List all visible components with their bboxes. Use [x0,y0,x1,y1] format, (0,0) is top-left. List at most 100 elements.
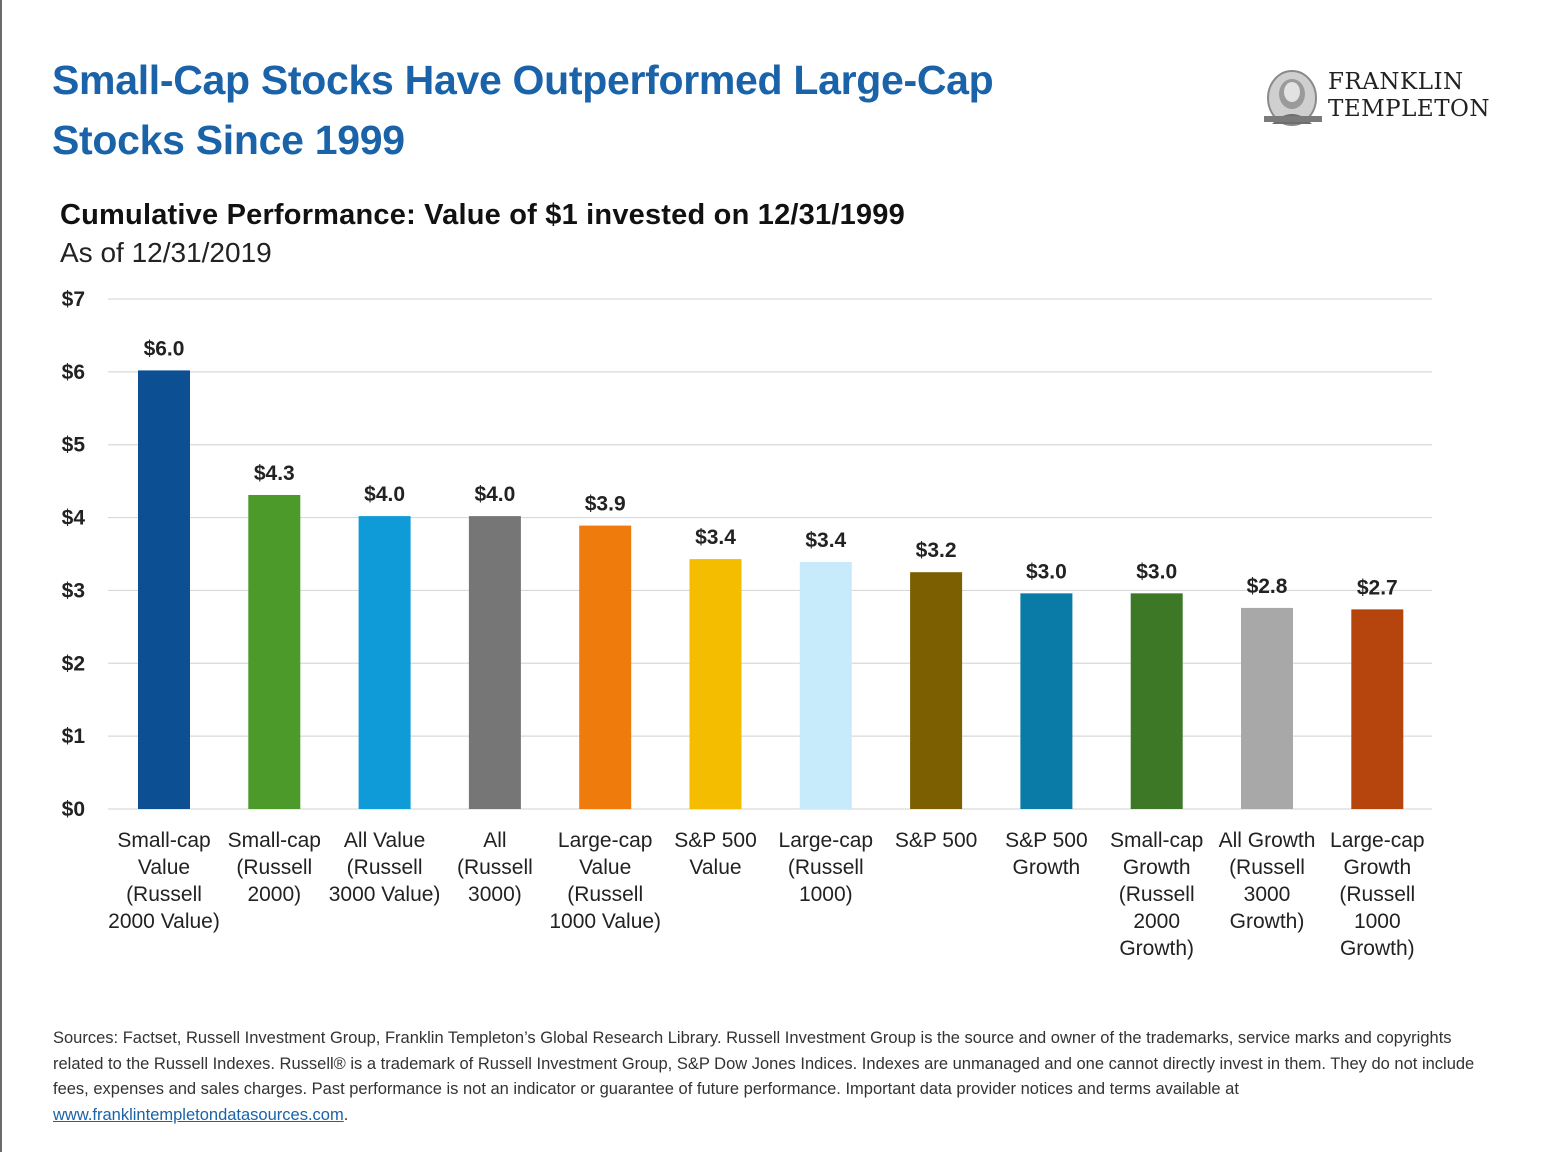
data-label: $3.4 [695,526,736,549]
data-label: $3.0 [1026,560,1067,583]
franklin-templeton-logo: FRANKLIN TEMPLETON [1262,66,1512,130]
category-label-line: (Russell [1229,856,1305,879]
category-label: Small-cap Value (Russell 2000 Value) [108,829,220,933]
category-label-line: All Growth [1219,829,1316,852]
data-label: $3.0 [1136,560,1177,583]
bar [248,494,301,809]
data-label: $4.0 [474,483,515,506]
category-label-line: (Russell [126,883,202,906]
bar [689,559,742,809]
category-label-line: (Russell [347,856,423,879]
category-label-line: All [483,829,506,852]
category-label-line: Growth) [1230,910,1305,933]
sources-footnote: Sources: Factset, Russell Investment Gro… [53,1026,1493,1128]
data-label: $4.0 [364,483,405,506]
frame-edge [0,0,2,1152]
category-label-line: 2000 Value) [108,910,220,933]
logo-line-1: FRANKLIN [1328,69,1464,95]
data-label: $2.8 [1247,575,1288,598]
data-label: $4.3 [254,462,295,485]
bar [910,572,963,809]
portrait-medallion-icon [1264,70,1322,126]
y-tick-label: $1 [62,725,86,748]
category-label-line: Large-cap [1330,829,1425,852]
category-label-line: 1000 [1354,910,1401,933]
category-label-line: 3000 Value) [329,883,441,906]
category-label-line: (Russell [1119,883,1195,906]
category-label-line: (Russell [788,856,864,879]
category-label-line: All Value [344,829,425,852]
y-tick-label: $2 [62,652,85,675]
bar [799,562,852,809]
y-axis-ticks: $0 $1 $2 $3 $4 $5 $6 $7 [62,288,86,821]
category-label-line: Value [138,856,190,879]
page-title: Small-Cap Stocks Have Outperformed Large… [52,50,1132,170]
category-label-line: (Russell [1339,883,1415,906]
category-label: All Growth (Russell 3000 Growth) [1219,829,1316,933]
category-label: All (Russell 3000) [457,829,533,906]
category-label-line: Value [579,856,631,879]
category-label-line: 3000) [468,883,522,906]
gridlines [108,298,1432,810]
data-label: $3.4 [805,529,846,552]
category-label-line: Growth [1343,856,1411,879]
category-label-line: Growth) [1119,937,1194,960]
data-label: $3.9 [585,493,626,516]
category-label-line: S&P 500 [1005,829,1088,852]
category-label-line: (Russell [567,883,643,906]
category-label-line: S&P 500 [895,829,978,852]
title-line-2: Stocks Since 1999 [52,117,405,163]
bar [468,516,521,809]
logo-line-2: TEMPLETON [1328,96,1491,122]
category-label-line: 3000 [1244,883,1291,906]
category-label-line: Value [689,856,741,879]
category-label: Small-cap (Russell 2000) [228,829,321,906]
category-label: Small-cap Growth (Russell 2000 Growth) [1110,829,1203,960]
data-label: $6.0 [144,337,185,360]
category-label-line: Growth) [1340,937,1415,960]
bar [1241,607,1293,809]
category-label-line: Large-cap [558,829,653,852]
category-label-line: 2000) [247,883,301,906]
data-label: $3.2 [916,539,957,562]
category-label: S&P 500 [895,829,978,852]
category-label-line: 2000 [1133,910,1180,933]
category-label-line: 1000 Value) [549,910,661,933]
as-of-date: As of 12/31/2019 [60,237,272,268]
x-axis-category-labels: Small-cap Value (Russell 2000 Value)Small-c… [108,829,1424,960]
category-label-line: (Russell [457,856,533,879]
data-sources-link[interactable]: www.franklintempletondatasources.com [53,1105,344,1124]
bar [358,516,411,809]
bars [138,370,1404,809]
bar [1020,593,1073,809]
link-suffix: . [343,1105,349,1124]
category-label-line: Growth [1013,856,1081,879]
title-line-1: Small-Cap Stocks Have Outperformed Large… [52,57,994,103]
category-label-line: S&P 500 [674,829,757,852]
logo-wordmark: FRANKLIN TEMPLETON [1328,69,1490,123]
category-label: Large-cap Growth (Russell 1000 Growth) [1330,829,1425,960]
y-tick-label: $0 [62,798,85,821]
category-label: All Value (Russell 3000 Value) [329,829,441,906]
category-label-line: Large-cap [779,829,874,852]
category-label-line: 1000) [799,883,853,906]
category-label: Large-cap (Russell 1000) [779,829,874,906]
data-label: $2.7 [1357,576,1398,599]
y-tick-label: $4 [62,507,86,530]
bar [1351,609,1404,809]
y-tick-label: $5 [62,434,86,457]
category-label-line: Small-cap [228,829,321,852]
bar [1130,593,1183,809]
category-label-line: Small-cap [117,829,210,852]
chart-title: Cumulative Performance: Value of $1 inve… [60,199,905,231]
bar-chart: $0 $1 $2 $3 $4 $5 $6 $7 $6.0 $4.3 $4.0 $4.0 $3.9 $3.… [62,288,1432,960]
y-tick-label: $6 [62,361,85,384]
bar [138,370,190,809]
bar [579,525,632,809]
category-label: Large-cap Value (Russell 1000 Value) [549,829,661,933]
category-label: S&P 500 Value [674,829,757,879]
y-tick-label: $7 [62,288,85,311]
category-label-line: Small-cap [1110,829,1203,852]
data-labels: $6.0 $4.3 $4.0 $4.0 $3.9 $3.4 $3.4 $3.2 $3.0 $3.0… [144,337,1398,599]
y-tick-label: $3 [62,579,85,602]
